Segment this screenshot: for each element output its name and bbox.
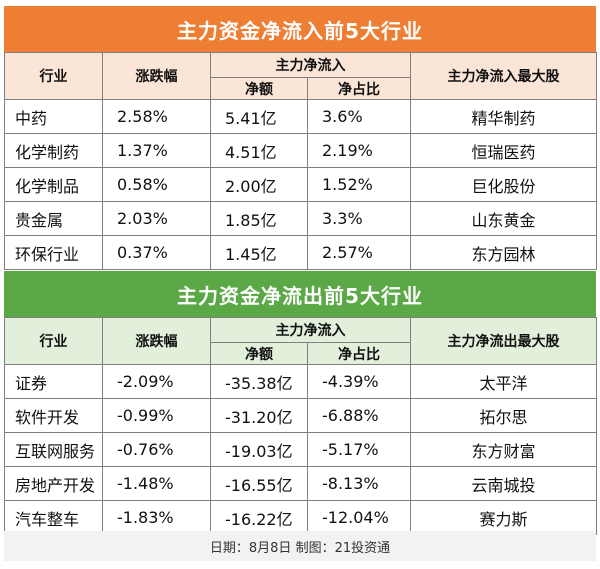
footer-caption: 日期：8月8日 制图：21投资通 bbox=[4, 531, 596, 561]
stock-cell: 赛力斯 bbox=[410, 500, 597, 535]
change-cell: -0.76% bbox=[102, 432, 211, 467]
table-row: 化学制品 0.58% 2.00亿 1.52% 巨化股份 bbox=[4, 167, 597, 202]
header-net-group: 主力净流入 bbox=[210, 317, 411, 343]
amount-cell: 1.85亿 bbox=[210, 201, 308, 236]
header-change: 涨跌幅 bbox=[102, 317, 211, 365]
amount-cell: -19.03亿 bbox=[210, 432, 308, 467]
industry-cell: 化学制药 bbox=[4, 133, 103, 168]
table-row: 证券 -2.09% -35.38亿 -4.39% 太平洋 bbox=[4, 364, 597, 399]
table-row: 化学制药 1.37% 4.51亿 2.19% 恒瑞医药 bbox=[4, 133, 597, 168]
amount-cell: -16.22亿 bbox=[210, 500, 308, 535]
header-net-group: 主力净流入 bbox=[210, 52, 411, 78]
outflow-table: 行业 涨跌幅 主力净流入 主力净流出最大股 净额 净占比 证券 -2.09% -… bbox=[4, 317, 597, 535]
ratio-cell: -4.39% bbox=[307, 364, 411, 399]
header-change: 涨跌幅 bbox=[102, 52, 211, 100]
header-industry: 行业 bbox=[4, 317, 103, 365]
amount-cell: 5.41亿 bbox=[210, 99, 308, 134]
amount-cell: 4.51亿 bbox=[210, 133, 308, 168]
change-cell: -1.83% bbox=[102, 500, 211, 535]
industry-cell: 软件开发 bbox=[4, 398, 103, 433]
stock-cell: 拓尔思 bbox=[410, 398, 597, 433]
industry-cell: 房地产开发 bbox=[4, 466, 103, 501]
change-cell: 2.03% bbox=[102, 201, 211, 236]
stock-cell: 精华制药 bbox=[410, 99, 597, 134]
table-row: 互联网服务 -0.76% -19.03亿 -5.17% 东方财富 bbox=[4, 432, 597, 467]
header-net-amount: 净额 bbox=[210, 342, 308, 365]
stock-cell: 东方财富 bbox=[410, 432, 597, 467]
header-top-stock: 主力净流出最大股 bbox=[410, 317, 597, 365]
ratio-cell: -12.04% bbox=[307, 500, 411, 535]
ratio-cell: -6.88% bbox=[307, 398, 411, 433]
industry-cell: 化学制品 bbox=[4, 167, 103, 202]
industry-cell: 汽车整车 bbox=[4, 500, 103, 535]
change-cell: 2.58% bbox=[102, 99, 211, 134]
amount-cell: -16.55亿 bbox=[210, 466, 308, 501]
inflow-table: 行业 涨跌幅 主力净流入 主力净流入最大股 净额 净占比 中药 2.58% 5.… bbox=[4, 52, 597, 270]
ratio-cell: 2.57% bbox=[307, 235, 411, 270]
amount-cell: 2.00亿 bbox=[210, 167, 308, 202]
table-row: 中药 2.58% 5.41亿 3.6% 精华制药 bbox=[4, 99, 597, 134]
industry-cell: 贵金属 bbox=[4, 201, 103, 236]
industry-cell: 证券 bbox=[4, 364, 103, 399]
header-net-amount: 净额 bbox=[210, 77, 308, 100]
change-cell: 1.37% bbox=[102, 133, 211, 168]
table-row: 环保行业 0.37% 1.45亿 2.57% 东方园林 bbox=[4, 235, 597, 270]
header-industry: 行业 bbox=[4, 52, 103, 100]
header-net-ratio: 净占比 bbox=[307, 77, 411, 100]
stock-cell: 巨化股份 bbox=[410, 167, 597, 202]
outflow-title: 主力资金净流出前5大行业 bbox=[4, 271, 596, 317]
industry-cell: 互联网服务 bbox=[4, 432, 103, 467]
ratio-cell: 1.52% bbox=[307, 167, 411, 202]
header-top-stock: 主力净流入最大股 bbox=[410, 52, 597, 100]
industry-cell: 环保行业 bbox=[4, 235, 103, 270]
header-net-ratio: 净占比 bbox=[307, 342, 411, 365]
table-row: 汽车整车 -1.83% -16.22亿 -12.04% 赛力斯 bbox=[4, 500, 597, 535]
stock-cell: 太平洋 bbox=[410, 364, 597, 399]
change-cell: -2.09% bbox=[102, 364, 211, 399]
industry-cell: 中药 bbox=[4, 99, 103, 134]
change-cell: -1.48% bbox=[102, 466, 211, 501]
table-row: 软件开发 -0.99% -31.20亿 -6.88% 拓尔思 bbox=[4, 398, 597, 433]
amount-cell: -35.38亿 bbox=[210, 364, 308, 399]
amount-cell: -31.20亿 bbox=[210, 398, 308, 433]
change-cell: 0.58% bbox=[102, 167, 211, 202]
stock-cell: 山东黄金 bbox=[410, 201, 597, 236]
ratio-cell: -8.13% bbox=[307, 466, 411, 501]
amount-cell: 1.45亿 bbox=[210, 235, 308, 270]
change-cell: -0.99% bbox=[102, 398, 211, 433]
ratio-cell: 2.19% bbox=[307, 133, 411, 168]
ratio-cell: 3.6% bbox=[307, 99, 411, 134]
stock-cell: 云南城投 bbox=[410, 466, 597, 501]
stock-cell: 东方园林 bbox=[410, 235, 597, 270]
ratio-cell: -5.17% bbox=[307, 432, 411, 467]
table-row: 贵金属 2.03% 1.85亿 3.3% 山东黄金 bbox=[4, 201, 597, 236]
stock-cell: 恒瑞医药 bbox=[410, 133, 597, 168]
table-row: 房地产开发 -1.48% -16.55亿 -8.13% 云南城投 bbox=[4, 466, 597, 501]
ratio-cell: 3.3% bbox=[307, 201, 411, 236]
inflow-title: 主力资金净流入前5大行业 bbox=[4, 6, 596, 52]
change-cell: 0.37% bbox=[102, 235, 211, 270]
